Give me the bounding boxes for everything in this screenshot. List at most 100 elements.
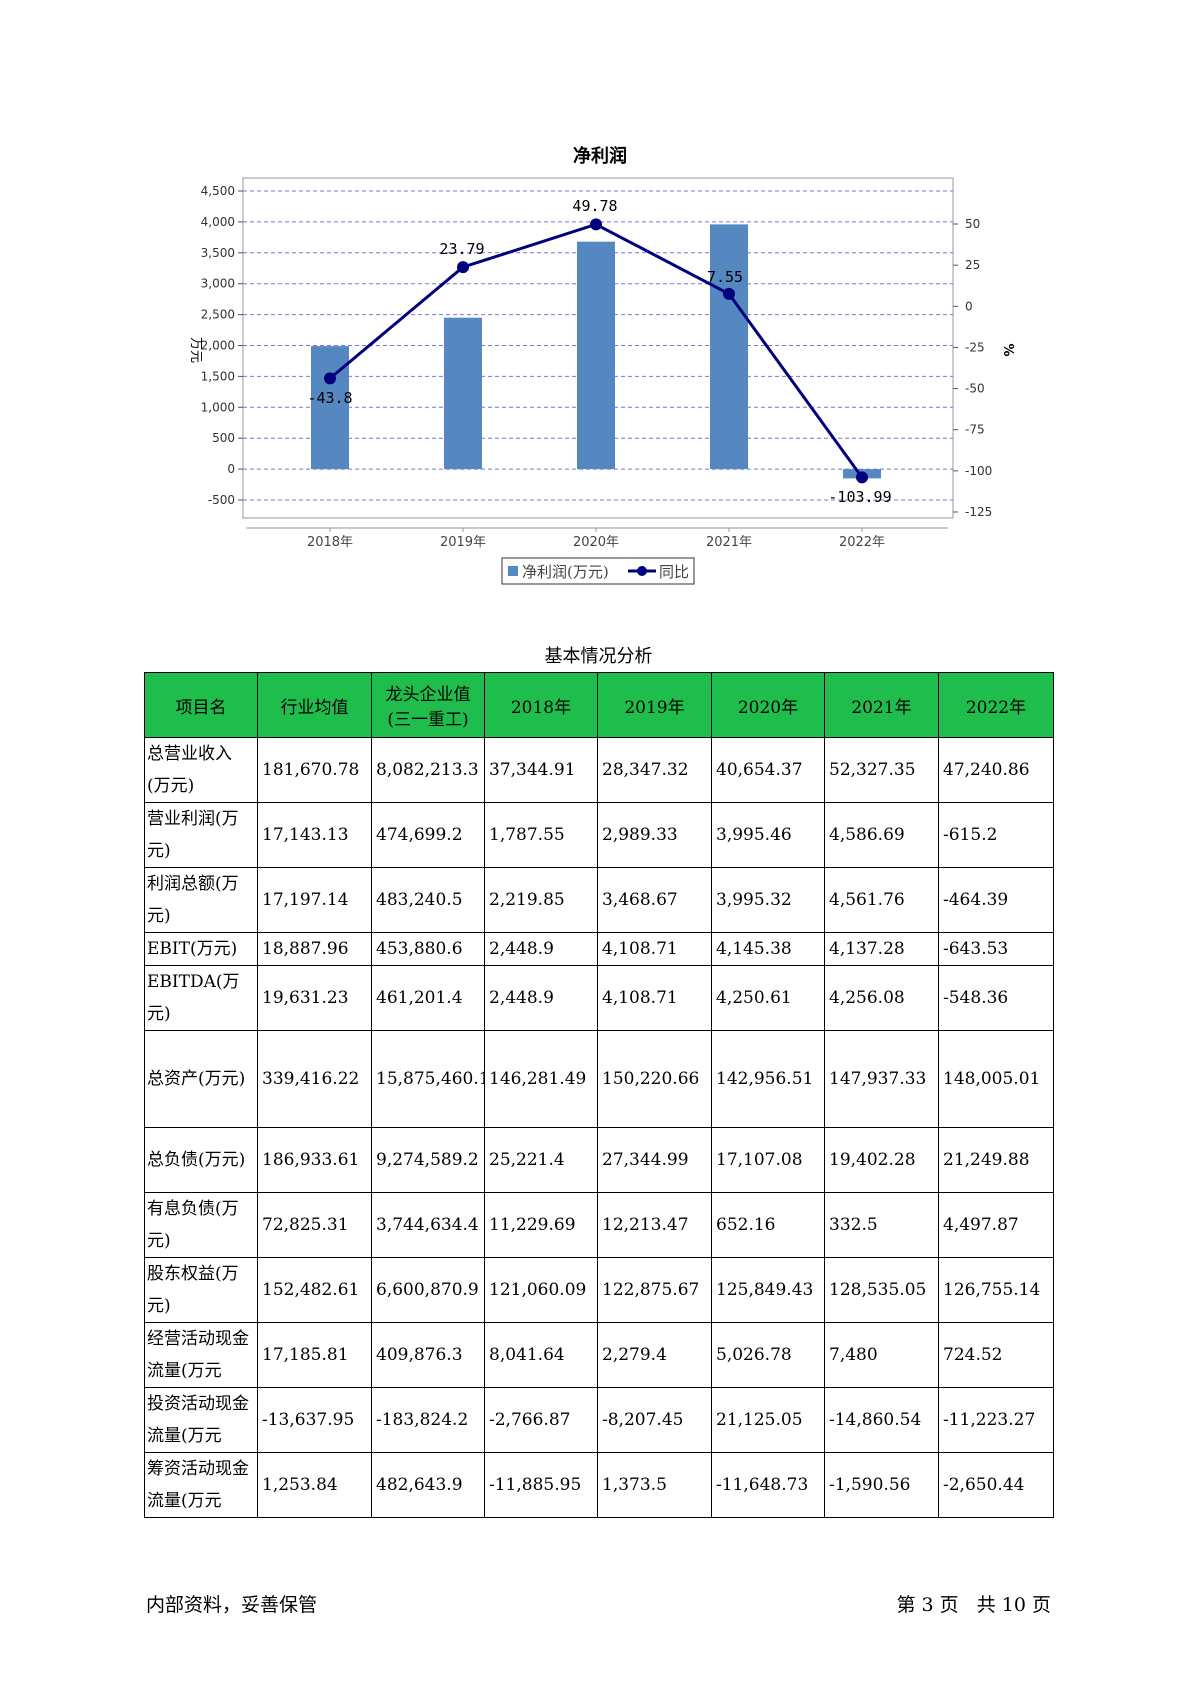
table-caption: 基本情况分析 <box>544 646 653 667</box>
table-cell: 152,482.61 <box>257 1257 372 1323</box>
table-cell: 4,256.08 <box>824 965 939 1031</box>
table-cell: 148,005.01 <box>938 1030 1054 1128</box>
row-label: 经营活动现金流量(万元 <box>144 1322 258 1388</box>
y-tick-label: 500 <box>212 431 235 445</box>
row-label: 总资产(万元) <box>144 1030 258 1128</box>
legend-swatch-bar <box>508 566 518 576</box>
table-cell: 8,041.64 <box>484 1322 598 1388</box>
table-row: 总负债(万元) 186,933.61 9,274,589.2 25,221.4 27,3… <box>144 1127 1054 1193</box>
bar <box>311 346 349 470</box>
table-cell: 9,274,589.2 <box>371 1127 485 1193</box>
table-cell: -11,648.73 <box>711 1452 825 1518</box>
chart-title: 净利润 <box>573 145 627 167</box>
table-cell: 17,107.08 <box>711 1127 825 1193</box>
header-2020: 2020年 <box>711 672 825 738</box>
header-2019: 2019年 <box>597 672 712 738</box>
table-cell: 8,082,213.3 <box>371 737 485 803</box>
table-cell: 2,279.4 <box>597 1322 712 1388</box>
yoy-point <box>856 471 868 484</box>
y2-tick-label: -75 <box>965 423 985 437</box>
row-label: 总负债(万元) <box>144 1127 258 1193</box>
table-cell: 4,108.71 <box>597 932 712 966</box>
legend-box <box>501 557 695 585</box>
table-row: 总资产(万元) 339,416.22 15,875,460.1 146,281.49 1… <box>144 1030 1054 1128</box>
table-cell: 1,373.5 <box>597 1452 712 1518</box>
table-cell: 409,876.3 <box>371 1322 485 1388</box>
y2-tick-label: -50 <box>965 382 985 396</box>
table-cell: 72,825.31 <box>257 1192 372 1258</box>
y-tick-label: 0 <box>227 462 235 476</box>
table-cell: 4,586.69 <box>824 802 939 868</box>
row-label: EBITDA(万元) <box>144 965 258 1031</box>
table-cell: 146,281.49 <box>484 1030 598 1128</box>
bar <box>577 241 615 470</box>
x-tick-label: 2018年 <box>307 535 353 550</box>
table-cell: 121,060.09 <box>484 1257 598 1323</box>
table-cell: -1,590.56 <box>824 1452 939 1518</box>
table-cell: 2,989.33 <box>597 802 712 868</box>
table-row: EBIT(万元) 18,887.96 453,880.6 2,448.9 4,108.7… <box>144 932 1054 966</box>
table-cell: 474,699.2 <box>371 802 485 868</box>
yoy-data-label: 7.55 <box>707 268 743 286</box>
table-cell: 15,875,460.1 <box>371 1030 485 1128</box>
table-cell: 652.16 <box>711 1192 825 1258</box>
table-cell: -2,766.87 <box>484 1387 598 1453</box>
table-cell: 2,448.9 <box>484 932 598 966</box>
table-cell: 125,849.43 <box>711 1257 825 1323</box>
table-row: 总营业收入(万元) 181,670.78 8,082,213.3 37,344.91 2… <box>144 737 1054 803</box>
y2-tick-label: -125 <box>965 505 992 519</box>
x-tick-label: 2019年 <box>440 535 486 550</box>
table-row: 经营活动现金流量(万元 17,185.81 409,876.3 8,041.64 2,2… <box>144 1322 1054 1388</box>
table-cell: 150,220.66 <box>597 1030 712 1128</box>
plot-frame <box>242 177 954 519</box>
table-cell: 6,600,870.9 <box>371 1257 485 1323</box>
table-cell: 142,956.51 <box>711 1030 825 1128</box>
x-tick-label: 2022年 <box>839 535 885 550</box>
y2-tick-label: 50 <box>965 217 980 231</box>
y-tick-label: 1,500 <box>201 369 235 383</box>
table-cell: 4,250.61 <box>711 965 825 1031</box>
y-tick-label: 3,000 <box>201 277 235 291</box>
table-cell: 17,185.81 <box>257 1322 372 1388</box>
table-cell: 128,535.05 <box>824 1257 939 1323</box>
table-cell: 2,219.85 <box>484 867 598 933</box>
table-cell: 482,643.9 <box>371 1452 485 1518</box>
yoy-point <box>590 218 602 231</box>
row-label: 营业利润(万元) <box>144 802 258 868</box>
row-label: 总营业收入(万元) <box>144 737 258 803</box>
table-row: EBITDA(万元) 19,631.23 461,201.4 2,448.9 4,108… <box>144 965 1054 1031</box>
table-cell: -643.53 <box>938 932 1054 966</box>
table-cell: -13,637.95 <box>257 1387 372 1453</box>
bar <box>710 224 748 470</box>
row-label: 有息负债(万元) <box>144 1192 258 1258</box>
basic-analysis-table: 项目名 行业均值 龙头企业值(三一重工) 2018年 2019年 2020年 2… <box>144 672 1054 1518</box>
net-profit-chart: 净利润 4,500 4,000 3,500 3,000 2,500 2,000 1,500 1,… <box>0 0 1191 600</box>
table-cell: 40,654.37 <box>711 737 825 803</box>
y2-tick-label: -25 <box>965 340 985 354</box>
table-header-row: 项目名 行业均值 龙头企业值(三一重工) 2018年 2019年 2020年 2… <box>144 672 1054 738</box>
table-cell: -548.36 <box>938 965 1054 1031</box>
table-cell: -14,860.54 <box>824 1387 939 1453</box>
table-cell: 332.5 <box>824 1192 939 1258</box>
table-row: 有息负债(万元) 72,825.31 3,744,634.4 11,229.69 12,… <box>144 1192 1054 1258</box>
table-cell: 27,344.99 <box>597 1127 712 1193</box>
table-cell: 1,787.55 <box>484 802 598 868</box>
yoy-data-label: 49.78 <box>572 197 617 215</box>
table-cell: -8,207.45 <box>597 1387 712 1453</box>
chart-canvas: 净利润 4,500 4,000 3,500 3,000 2,500 2,000 1,500 1,… <box>188 145 1015 585</box>
x-tick-label: 2021年 <box>706 535 752 550</box>
y-tick-label: 2,500 <box>201 308 235 322</box>
legend-swatch-point <box>637 566 647 576</box>
table-cell: 483,240.5 <box>371 867 485 933</box>
table-cell: 25,221.4 <box>484 1127 598 1193</box>
table-cell: -464.39 <box>938 867 1054 933</box>
table-cell: 18,887.96 <box>257 932 372 966</box>
yoy-data-label: 23.79 <box>439 240 484 258</box>
table-cell: 28,347.32 <box>597 737 712 803</box>
table-cell: 122,875.67 <box>597 1257 712 1323</box>
table-row: 营业利润(万元) 17,143.13 474,699.2 1,787.55 2,989.… <box>144 802 1054 868</box>
table-cell: 17,143.13 <box>257 802 372 868</box>
table-cell: 47,240.86 <box>938 737 1054 803</box>
table-cell: 11,229.69 <box>484 1192 598 1258</box>
legend-label-yoy: 同比 <box>659 563 689 581</box>
